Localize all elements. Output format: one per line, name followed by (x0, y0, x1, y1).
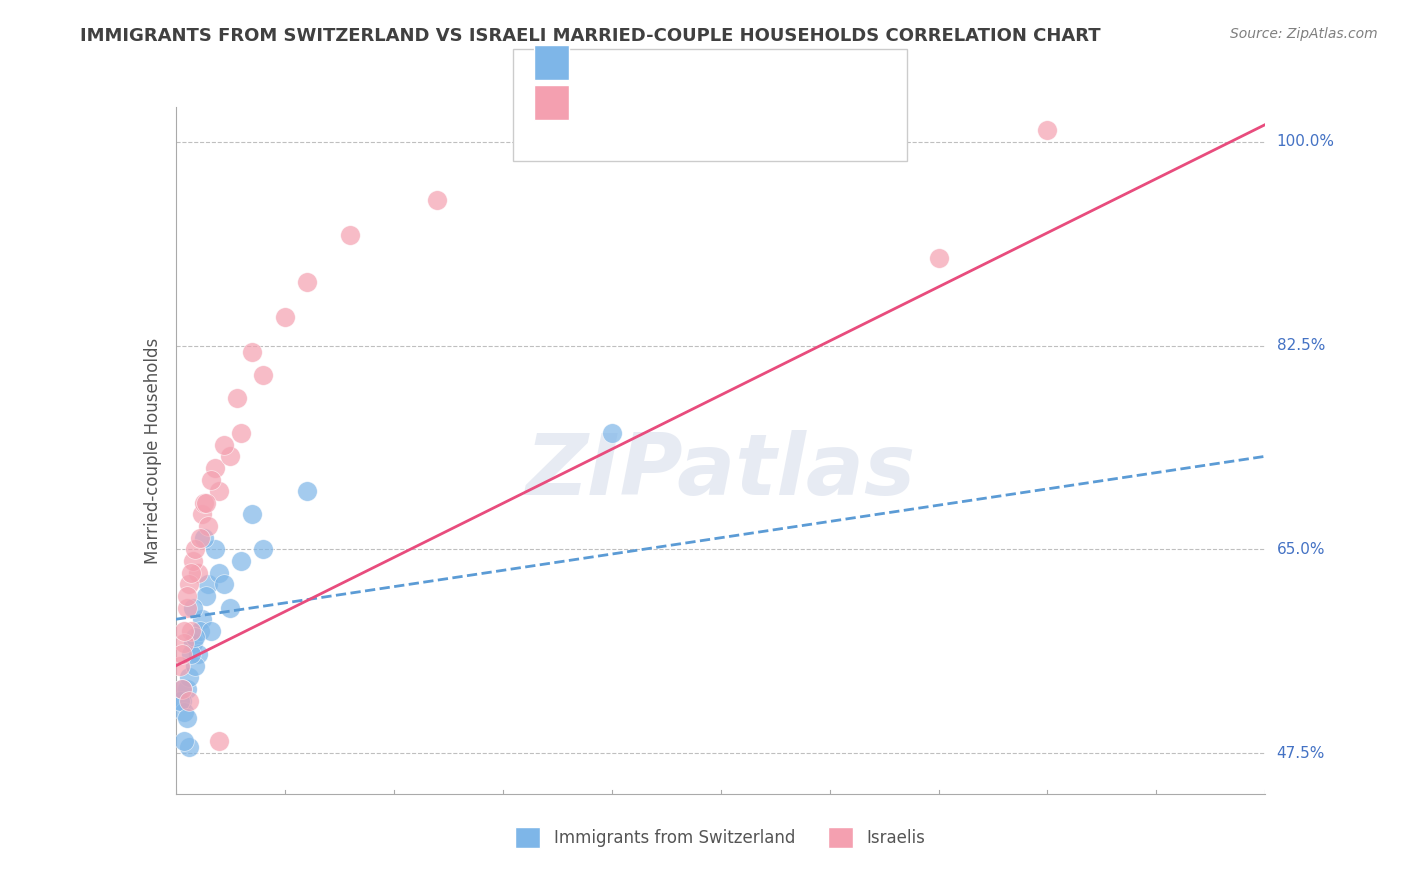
Point (193, 496, 215, 510)
Point (181, 600, 204, 615)
Point (200, 473, 222, 487)
Point (184, 630, 207, 644)
Point (176, 711, 198, 725)
Point (200, 624, 222, 638)
Point (188, 624, 211, 638)
Point (172, 694, 194, 708)
Point (180, 624, 202, 638)
Point (208, 484, 231, 499)
Point (176, 600, 198, 615)
Point (212, 577, 235, 591)
Point (181, 554, 204, 568)
Point (173, 734, 195, 748)
Point (252, 368, 274, 382)
Legend: Immigrants from Switzerland, Israelis: Immigrants from Switzerland, Israelis (509, 821, 932, 855)
Point (219, 450, 242, 464)
Point (188, 531, 211, 545)
Point (252, 542, 274, 557)
Point (173, 635, 195, 649)
Point (295, 484, 318, 499)
Point (193, 531, 215, 545)
Text: N = 30: N = 30 (717, 62, 780, 80)
Point (219, 600, 242, 615)
Point (180, 647, 202, 661)
Point (177, 670, 200, 684)
Point (339, 228, 361, 243)
Text: R = 0.651: R = 0.651 (579, 105, 669, 123)
Point (208, 566, 231, 580)
Text: R = 0.176: R = 0.176 (579, 62, 669, 80)
Point (184, 542, 207, 557)
Point (172, 682, 194, 697)
Point (212, 437, 235, 451)
Point (274, 310, 297, 324)
Point (177, 577, 200, 591)
Text: 65.0%: 65.0% (1277, 542, 1324, 557)
Point (710, 135, 733, 149)
Point (191, 508, 214, 522)
Text: 47.5%: 47.5% (1277, 746, 1324, 761)
Point (208, 734, 231, 748)
Point (186, 647, 209, 661)
Point (225, 391, 247, 405)
Y-axis label: Married-couple Households: Married-couple Households (143, 337, 162, 564)
Point (176, 682, 198, 697)
Text: N = 36: N = 36 (717, 105, 780, 123)
Point (173, 706, 195, 720)
Point (197, 519, 219, 533)
Point (181, 635, 204, 649)
Point (176, 589, 198, 603)
Text: ZIPatlas: ZIPatlas (526, 430, 915, 513)
Point (173, 624, 195, 638)
Point (197, 577, 219, 591)
Text: 82.5%: 82.5% (1277, 338, 1324, 353)
Point (1036, 123, 1059, 137)
Point (184, 658, 207, 673)
Point (177, 694, 200, 708)
Point (600, 425, 623, 440)
Point (240, 344, 263, 359)
Point (204, 542, 226, 557)
Point (295, 275, 318, 289)
Point (172, 647, 194, 661)
Point (426, 193, 449, 207)
Text: Source: ZipAtlas.com: Source: ZipAtlas.com (1230, 27, 1378, 41)
Point (191, 612, 214, 626)
Point (186, 566, 209, 580)
Text: 100.0%: 100.0% (1277, 135, 1334, 150)
Point (231, 425, 253, 440)
Point (204, 461, 226, 475)
Point (169, 658, 191, 673)
Point (231, 554, 253, 568)
Point (172, 682, 194, 697)
Point (928, 252, 950, 266)
Point (195, 589, 218, 603)
Text: IMMIGRANTS FROM SWITZERLAND VS ISRAELI MARRIED-COUPLE HOUSEHOLDS CORRELATION CHA: IMMIGRANTS FROM SWITZERLAND VS ISRAELI M… (80, 27, 1101, 45)
Point (195, 496, 218, 510)
Point (180, 566, 202, 580)
Point (169, 694, 191, 708)
Point (177, 740, 200, 755)
Point (240, 508, 263, 522)
